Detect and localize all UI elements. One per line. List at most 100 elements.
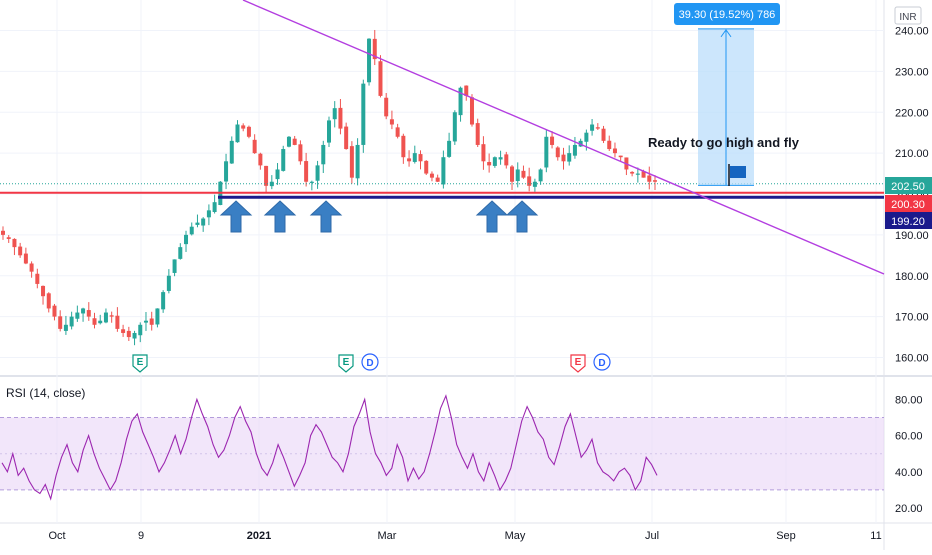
candle-body	[161, 292, 166, 310]
x-tick-label: Jul	[645, 530, 659, 542]
candle-body	[407, 158, 412, 162]
candle-body	[195, 222, 200, 225]
candle-body	[612, 148, 617, 154]
candle-body	[138, 324, 143, 336]
rsi-pane	[0, 394, 884, 501]
candle-body	[132, 332, 137, 339]
candle-body	[109, 315, 114, 317]
candle-body	[367, 38, 372, 83]
candle-body	[241, 125, 246, 129]
rsi-y-tick-label: 20.00	[895, 503, 923, 515]
candle-body	[6, 237, 11, 239]
candle-body	[41, 285, 46, 297]
candles	[1, 29, 657, 346]
candle-body	[344, 126, 349, 150]
rsi-y-tick-label: 60.00	[895, 431, 923, 443]
candle-body	[81, 308, 86, 314]
earnings-marker-icon	[132, 354, 148, 373]
dividend-marker-icon	[361, 353, 379, 371]
candle-body	[206, 210, 211, 218]
earnings-marker-text: E	[343, 357, 350, 368]
candle-body	[309, 181, 314, 183]
candle-body	[458, 87, 463, 116]
candle-body	[607, 140, 612, 150]
candle-body	[18, 246, 23, 256]
candle-body	[401, 135, 406, 158]
price-label-text: 200.30	[891, 199, 925, 211]
candle-body	[418, 154, 423, 162]
candle-body	[172, 259, 177, 273]
up-arrow-icon	[475, 200, 509, 233]
candle-body	[332, 108, 337, 120]
y-tick-label: 240.00	[895, 26, 929, 38]
price-label-bg	[885, 195, 932, 212]
currency-badge-text[interactable]: INR	[899, 12, 916, 23]
candle-body	[653, 180, 657, 182]
rsi-y-tick-label: 40.00	[895, 467, 923, 479]
candle-body	[12, 238, 17, 248]
candle-body	[595, 127, 600, 129]
candle-body	[304, 161, 309, 182]
currency-badge-box[interactable]	[894, 6, 922, 25]
candle-body	[481, 144, 486, 162]
candle-body	[447, 140, 452, 157]
up-arrow-icon	[309, 200, 343, 233]
candle-body	[492, 157, 497, 166]
price-label-bg	[885, 177, 932, 194]
candle-body	[590, 124, 595, 131]
candle-body	[435, 177, 440, 182]
candle-body	[355, 144, 360, 179]
candle-body	[469, 97, 474, 125]
candle-body	[269, 181, 274, 187]
candle-body	[452, 112, 457, 142]
candle-body	[63, 324, 68, 331]
candle-body	[515, 169, 520, 182]
candle-body	[487, 162, 492, 166]
candle-body	[475, 123, 480, 145]
candle-body	[126, 330, 131, 338]
candle-body	[630, 171, 635, 174]
candle-body	[189, 226, 194, 235]
candle-body	[98, 320, 103, 324]
candle-body	[538, 169, 543, 182]
candle-body	[69, 316, 74, 327]
candle-body	[121, 329, 126, 333]
candle-body	[298, 144, 303, 162]
rsi-title: RSI (14, close)	[6, 386, 85, 400]
candle-body	[258, 153, 263, 166]
candle-body	[389, 119, 394, 125]
y-tick-label: 220.00	[895, 107, 929, 119]
candle-body	[412, 153, 417, 162]
candle-body	[321, 144, 326, 165]
candle-body	[212, 202, 217, 213]
measure-label-text: 39.30 (19.52%) 786	[679, 9, 776, 21]
candle-body	[246, 126, 251, 137]
candle-body	[555, 147, 560, 158]
candle-body	[532, 181, 537, 187]
candle-body	[103, 312, 108, 323]
dividend-marker-text: D	[598, 358, 605, 369]
candle-body	[92, 318, 97, 325]
candle-body	[384, 97, 389, 117]
rsi-y-tick-label: 80.00	[895, 394, 923, 406]
price-label-text: 202.50	[891, 181, 925, 193]
candle-body	[252, 139, 257, 154]
candle-body	[29, 263, 34, 272]
candle-body	[647, 175, 652, 182]
candle-body	[155, 308, 160, 325]
candle-body	[327, 120, 331, 143]
annotation-text: Ready to go high and fly	[648, 135, 800, 150]
price-label-bg	[885, 212, 932, 229]
dividend-marker-icon	[593, 353, 611, 371]
currency-badge[interactable]: INR	[894, 6, 922, 25]
x-tick-label: Oct	[48, 530, 65, 542]
candle-body	[504, 154, 509, 166]
candle-body	[86, 310, 91, 317]
candle-body	[584, 132, 589, 142]
earnings-marker-text: E	[575, 357, 582, 368]
candle-body	[46, 293, 51, 309]
y-tick-label: 210.00	[895, 148, 929, 160]
